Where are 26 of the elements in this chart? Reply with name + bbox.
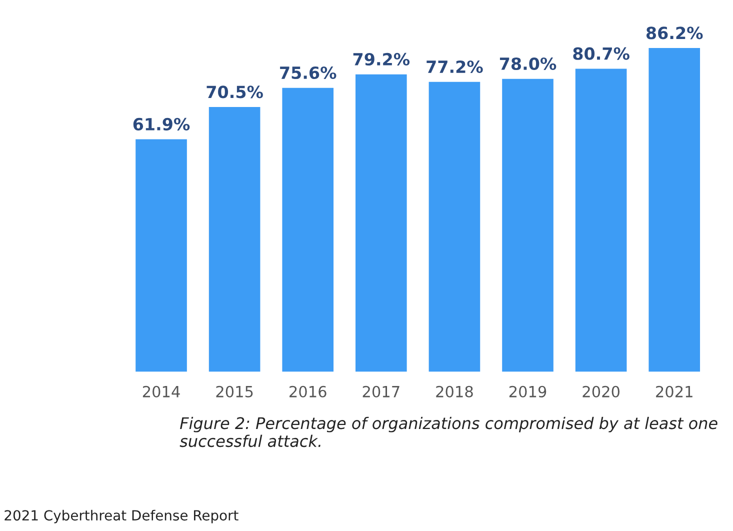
data-label: 75.6% — [280, 66, 336, 80]
bar — [502, 78, 554, 372]
x-tick-label: 2020 — [582, 386, 620, 398]
data-label: 61.9% — [133, 118, 190, 130]
bar — [648, 48, 700, 372]
bar — [428, 82, 480, 372]
caption: Figure 2: Percentage of organizations compromised by at least one successful attack. — [180, 416, 718, 448]
bar — [136, 139, 187, 372]
bar — [282, 88, 334, 372]
x-tick-label: 2021 — [656, 386, 692, 398]
bar — [575, 68, 627, 372]
x-tick-label: 2018 — [436, 386, 473, 398]
data-label: 70.5% — [206, 86, 263, 98]
x-tick-label: 2017 — [362, 386, 400, 398]
x-tick-label: 2015 — [216, 386, 253, 398]
data-label: 77.2% — [426, 60, 483, 74]
x-tick-label: 2014 — [142, 386, 180, 398]
data-label: 80.7% — [573, 47, 630, 60]
x-tick-label: 2019 — [509, 386, 546, 398]
text: 2021 Cyberthreat Defense Report — [4, 510, 238, 524]
bar — [208, 106, 260, 372]
data-label: 86.2% — [646, 26, 703, 40]
data-label: 78.0% — [500, 57, 556, 70]
data-label: 79.2% — [353, 52, 410, 66]
bar — [356, 74, 407, 372]
x-tick-label: 2016 — [290, 386, 326, 398]
